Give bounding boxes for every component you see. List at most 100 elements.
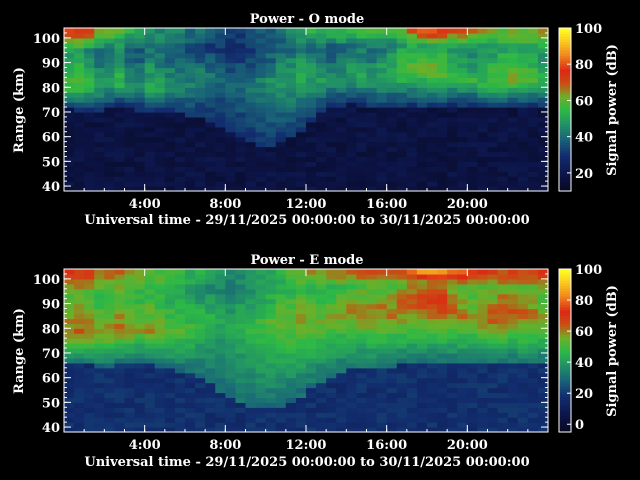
y-tick-label: 60 (42, 131, 60, 146)
heatmap-cell (275, 323, 287, 329)
heatmap-cell (537, 82, 549, 88)
x-tick-label: 12:00 (286, 197, 327, 212)
heatmap-cell (527, 102, 539, 108)
heatmap-cell (94, 171, 105, 177)
heatmap-cell (64, 352, 75, 359)
heatmap-cell (205, 141, 216, 148)
heatmap-cell (74, 37, 85, 44)
heatmap-cell (527, 427, 539, 433)
heatmap-cell (174, 161, 186, 167)
heatmap-cell (144, 146, 156, 153)
heatmap-cell (427, 141, 438, 148)
heatmap-cell (306, 32, 317, 39)
heatmap-cell (356, 293, 368, 300)
colorbar-segment (559, 298, 571, 303)
heatmap-cell (527, 422, 539, 428)
heatmap-cell (84, 269, 95, 275)
heatmap-cell (235, 47, 247, 54)
heatmap-cell (467, 417, 479, 423)
heatmap-cell (537, 352, 549, 359)
heatmap-cell (215, 357, 226, 364)
heatmap-cell (497, 62, 509, 69)
heatmap-cell (326, 367, 337, 374)
heatmap-cell (84, 372, 95, 379)
heatmap-cell (285, 107, 297, 113)
heatmap-cell (336, 372, 347, 379)
heatmap-cell (396, 387, 408, 394)
heatmap-cell (245, 357, 257, 364)
heatmap-cell (447, 28, 458, 34)
heatmap-cell (134, 343, 146, 349)
heatmap-cell (507, 116, 519, 123)
heatmap-cell (477, 323, 489, 329)
heatmap-cell (64, 402, 75, 408)
heatmap-cell (366, 111, 378, 118)
heatmap-cell (376, 151, 388, 158)
heatmap-cell (306, 28, 317, 34)
colorbar-segment (559, 399, 571, 403)
heatmap-cell (366, 328, 378, 334)
heatmap-cell (104, 288, 116, 295)
heatmap-cell (104, 107, 116, 113)
heatmap-cell (134, 72, 146, 78)
colorbar-tick-label: 20 (575, 167, 593, 182)
heatmap-cell (225, 186, 237, 192)
heatmap-cell (427, 348, 438, 354)
heatmap-cell (174, 397, 186, 403)
heatmap-cell (295, 28, 307, 34)
heatmap-cell (124, 126, 136, 133)
heatmap-cell (205, 166, 216, 172)
heatmap-cell (537, 161, 549, 167)
heatmap-cell (497, 323, 509, 329)
heatmap-cell (205, 181, 216, 187)
heatmap-cell (114, 166, 126, 172)
heatmap-cell (205, 82, 216, 88)
heatmap-cell (306, 52, 317, 59)
heatmap-cell (275, 28, 287, 34)
heatmap-cell (185, 52, 196, 59)
colorbar-segment (559, 171, 571, 176)
heatmap-cell (154, 269, 166, 275)
heatmap-cell (386, 77, 398, 83)
heatmap-cell (265, 333, 277, 339)
heatmap-cell (114, 313, 126, 319)
heatmap-cell (285, 313, 297, 319)
heatmap-cell (457, 126, 468, 133)
heatmap-cell (386, 111, 398, 118)
heatmap-cell (104, 372, 116, 379)
heatmap-cell (447, 412, 458, 418)
heatmap-cell (144, 387, 156, 394)
heatmap-cell (84, 397, 95, 403)
heatmap-cell (467, 116, 479, 123)
heatmap-cell (295, 348, 307, 354)
heatmap-cell (134, 397, 146, 403)
heatmap-cell (487, 412, 499, 418)
heatmap-cell (225, 107, 237, 113)
heatmap-cell (386, 313, 398, 319)
heatmap-cell (366, 28, 378, 34)
heatmap-cell (195, 171, 206, 177)
heatmap-cell (406, 141, 418, 148)
heatmap-cell (225, 397, 237, 403)
heatmap-cell (174, 57, 186, 64)
colorbar-segment (559, 49, 571, 54)
heatmap-cell (447, 72, 458, 78)
heatmap-cell (467, 318, 479, 324)
heatmap-cell (477, 107, 489, 113)
heatmap-cell (255, 303, 267, 310)
heatmap-cell (94, 62, 105, 69)
heatmap-cell (356, 298, 368, 305)
heatmap-cell (326, 427, 337, 433)
heatmap-cell (527, 92, 539, 98)
heatmap-cell (185, 313, 196, 319)
heatmap-cell (326, 82, 337, 88)
y-tick-label: 70 (42, 347, 60, 362)
heatmap-cell (527, 131, 539, 138)
heatmap-cell (235, 171, 247, 177)
heatmap-cell (376, 121, 388, 128)
heatmap-cell (124, 407, 136, 413)
heatmap-cell (215, 308, 226, 315)
heatmap-cell (174, 338, 186, 344)
heatmap-cell (346, 362, 358, 369)
heatmap-cell (316, 328, 327, 334)
